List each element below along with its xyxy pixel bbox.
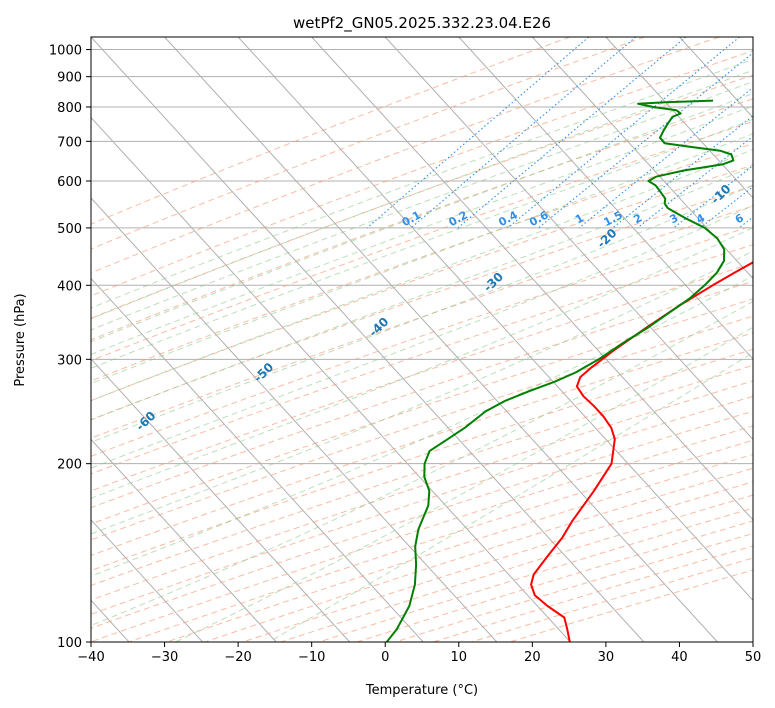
isotherm-gridline	[164, 37, 718, 642]
moist-adiabat	[91, 148, 753, 402]
isotherm-gridline	[237, 37, 753, 602]
x-axis-label: Temperature (°C)	[365, 683, 478, 698]
isotherm-gridline	[91, 519, 203, 642]
moist-adiabat	[91, 300, 753, 627]
mixing-ratio-line	[366, 37, 590, 229]
isotherm-gridline	[458, 37, 753, 360]
mixing-ratio-line	[612, 115, 753, 229]
dry-adiabat	[91, 98, 753, 341]
x-tick-label: 40	[671, 650, 688, 665]
moist-adiabat	[91, 105, 753, 356]
isotherm-gridline	[531, 37, 753, 280]
isotherm-gridline	[91, 438, 277, 642]
mixing-ratio-line	[673, 164, 753, 229]
y-tick-label: 400	[57, 279, 82, 294]
dry-adiabat	[91, 37, 645, 250]
isotherm-gridline	[605, 37, 753, 199]
dry-adiabat	[91, 298, 753, 525]
y-tick-label: 300	[57, 353, 82, 368]
dry-adiabat	[91, 244, 753, 475]
plot-area: 0.10.20.40.611.52346810131620253036-100-…	[91, 37, 753, 642]
y-tick-label: 800	[57, 101, 82, 116]
moist-adiabat	[91, 58, 753, 309]
x-tick-label: 50	[745, 650, 762, 665]
dry-adiabat	[91, 395, 753, 615]
mixing-ratio-line	[507, 37, 740, 229]
x-tick-label: −40	[77, 650, 104, 665]
moist-adiabat	[91, 250, 753, 535]
moist-adiabat	[91, 69, 753, 320]
isotherm-gridline	[91, 197, 498, 642]
isotherm-gridline	[384, 37, 753, 441]
dry-adiabat	[91, 332, 753, 556]
isotherm-gridline	[311, 37, 753, 521]
plot-frame	[90, 36, 754, 643]
y-tick-label: 500	[57, 222, 82, 237]
mixing-ratio-line	[578, 86, 753, 229]
y-tick-label: 1000	[49, 44, 82, 59]
y-tick-label: 600	[57, 175, 82, 190]
moist-adiabat	[91, 92, 753, 343]
x-tick-label: 20	[524, 650, 541, 665]
dry-adiabat	[91, 380, 753, 601]
y-tick-label: 200	[57, 458, 82, 473]
dry-adiabat	[91, 205, 753, 439]
chart-title: wetPf2_GN05.2025.332.23.04.E26	[293, 14, 551, 33]
moist-adiabat	[91, 81, 753, 331]
dry-adiabat	[91, 37, 571, 225]
dry-adiabat	[91, 37, 720, 274]
x-tick-label: 30	[598, 650, 615, 665]
moist-adiabat	[91, 133, 753, 385]
dry-adiabat	[91, 348, 753, 572]
isotherm-gridline	[91, 277, 424, 642]
x-tick-label: 0	[381, 650, 389, 665]
mixing-ratio-line	[410, 37, 637, 229]
moist-adiabat	[268, 352, 753, 642]
isotherm-gridline	[91, 37, 645, 642]
temperature-profile-line	[530, 261, 753, 642]
moist-adiabat	[91, 165, 753, 421]
y-tick-label: 100	[57, 636, 82, 651]
x-tick-label: 10	[451, 650, 468, 665]
moist-adiabat	[91, 227, 753, 499]
axes: −40 −30 −20 −10 0 10 20 30 40 50 100 200 300 400 500 60…	[49, 44, 761, 665]
moist-adiabat	[91, 118, 753, 369]
y-axis-label: Pressure (hPa)	[13, 293, 28, 386]
isotherm-gridline	[91, 116, 571, 642]
y-tick-label: 700	[57, 135, 82, 150]
x-tick-label: −30	[151, 650, 178, 665]
y-tick-label: 900	[57, 71, 82, 86]
moist-adiabat	[91, 184, 753, 443]
mixing-ratio-line	[457, 37, 687, 229]
x-tick-label: −20	[224, 650, 251, 665]
dry-adiabat	[91, 50, 753, 297]
dewpoint-profile-line	[385, 99, 735, 642]
dry-adiabat	[91, 262, 753, 492]
x-tick-label: −10	[298, 650, 325, 665]
